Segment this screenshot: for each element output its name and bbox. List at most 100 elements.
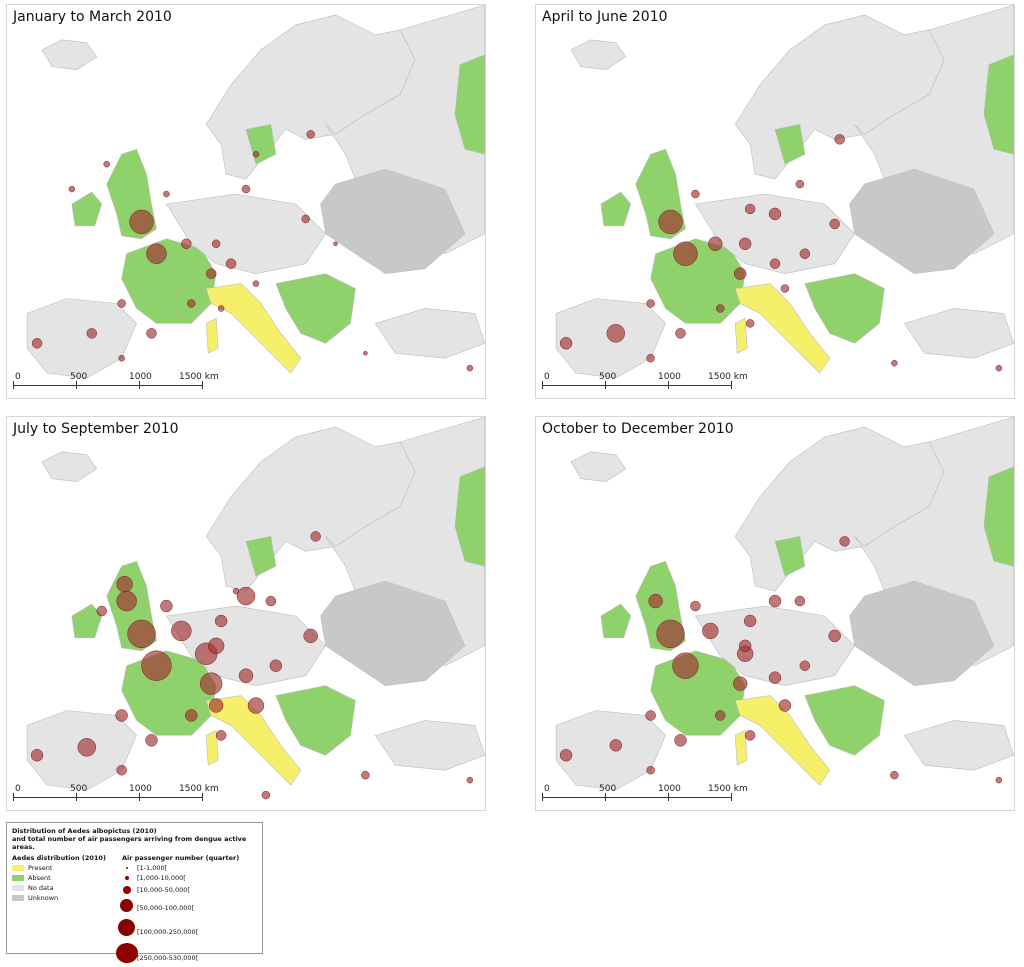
region-sardinia xyxy=(734,317,748,354)
region-ireland xyxy=(600,603,632,639)
passenger-bubble xyxy=(207,637,225,655)
passenger-bubble xyxy=(117,299,126,308)
map-legend: Distribution of Aedes albopictus (2010) … xyxy=(6,822,263,963)
passenger-bubble xyxy=(768,207,782,221)
passenger-bubble xyxy=(744,730,756,741)
scale-bar: 0 500 1000 1500 km xyxy=(13,784,219,806)
passenger-bubble xyxy=(129,209,154,235)
passenger-bubble xyxy=(215,730,227,741)
region-russia-east-green xyxy=(454,54,485,155)
region-central-europe xyxy=(165,193,326,274)
legend-item-bubble-3: [10,000-50,000[ xyxy=(122,883,262,897)
passenger-bubble xyxy=(795,179,805,189)
passenger-bubble xyxy=(745,319,755,328)
legend-subtitle: and total number of air passengers arriv… xyxy=(12,835,247,852)
passenger-bubble xyxy=(247,697,265,714)
passenger-bubble xyxy=(609,739,623,752)
region-italy xyxy=(734,283,831,374)
passenger-bubble xyxy=(232,587,240,595)
passenger-bubble xyxy=(691,189,700,199)
region-balkans xyxy=(804,273,885,344)
region-finland-absent xyxy=(245,536,277,577)
passenger-bubble xyxy=(303,628,318,644)
europe-map xyxy=(26,417,485,800)
passenger-bubble xyxy=(690,600,701,612)
scale-bar: 0 500 1000 1500 km xyxy=(542,372,748,394)
passenger-bubble xyxy=(116,575,133,593)
region-iceland xyxy=(41,39,98,70)
passenger-bubble xyxy=(252,151,260,158)
passenger-bubble xyxy=(828,629,841,643)
region-turkey xyxy=(374,720,485,771)
scale-bar: 0 500 1000 1500 km xyxy=(13,372,219,394)
passenger-bubble xyxy=(646,353,655,363)
passenger-bubble xyxy=(238,668,254,683)
region-russia-east-green xyxy=(983,466,1014,567)
passenger-bubble xyxy=(187,299,196,308)
passenger-bubble xyxy=(656,619,685,649)
passenger-bubble xyxy=(466,776,474,784)
region-iberia xyxy=(555,710,666,791)
region-iceland xyxy=(570,39,627,70)
passenger-bubble xyxy=(768,594,782,608)
legend-item-no-data: No data xyxy=(12,884,112,893)
map-panel-q2: April to June 2010 0 500 1000 1500 km xyxy=(535,4,1015,399)
passenger-bubble xyxy=(269,659,283,672)
passenger-bubbles xyxy=(30,531,474,800)
passenger-bubble xyxy=(799,248,811,259)
legend-item-bubble-1: [1-1,000[ xyxy=(122,863,262,873)
passenger-bubble xyxy=(658,209,683,235)
passenger-bubble xyxy=(31,338,43,349)
passenger-bubble xyxy=(160,599,173,613)
passenger-bubble xyxy=(829,218,840,230)
region-belarus-ukraine xyxy=(849,168,995,274)
passenger-bubble xyxy=(77,738,97,757)
passenger-bubble xyxy=(68,185,76,193)
region-finland-absent xyxy=(774,124,806,165)
passenger-bubble xyxy=(103,160,110,168)
passenger-bubble xyxy=(834,134,845,145)
passenger-bubble xyxy=(778,699,792,712)
passenger-bubble xyxy=(127,619,156,649)
legend-item-bubble-5: [100,000-250,000[ xyxy=(118,917,262,941)
passenger-bubble xyxy=(30,749,44,762)
passenger-bubble xyxy=(301,214,310,224)
passenger-bubble xyxy=(716,304,725,313)
region-italy xyxy=(205,283,302,374)
passenger-bubble xyxy=(732,676,748,691)
passenger-bubble xyxy=(744,203,756,215)
passenger-bubble xyxy=(116,590,137,612)
passenger-bubble xyxy=(361,770,370,780)
passenger-bubble xyxy=(146,328,157,339)
panel-title: January to March 2010 xyxy=(13,9,172,25)
passenger-bubble xyxy=(310,531,321,542)
passenger-bubble xyxy=(363,350,368,356)
passenger-bubble xyxy=(217,305,225,312)
passenger-legend-header: Air passenger number (quarter) xyxy=(122,854,240,863)
map-panel-q4: October to December 2010 0 500 1000 1500… xyxy=(535,416,1015,811)
scale-bar: 0 500 1000 1500 km xyxy=(542,784,748,806)
region-russia-east-green xyxy=(983,54,1014,155)
passenger-bubble xyxy=(780,284,790,293)
passenger-bubble xyxy=(646,765,655,775)
region-turkey xyxy=(374,308,485,359)
passenger-bubble xyxy=(648,593,663,609)
region-belarus-ukraine xyxy=(320,580,466,686)
passenger-bubble xyxy=(799,660,811,671)
legend-title: Distribution of Aedes albopictus (2010) xyxy=(12,827,157,835)
passenger-bubble xyxy=(768,671,782,684)
region-iberia xyxy=(26,298,137,379)
passenger-bubble xyxy=(672,652,699,679)
passenger-bubble xyxy=(171,620,192,642)
passenger-bubble xyxy=(675,328,686,339)
passenger-bubble xyxy=(185,709,198,722)
region-finland-absent xyxy=(774,536,806,577)
passenger-bubbles xyxy=(559,536,1003,784)
region-central-europe xyxy=(694,605,855,686)
passenger-legend: Air passenger number (quarter) [1-1,000[… xyxy=(116,854,262,966)
region-balkans xyxy=(275,685,356,756)
passenger-bubble xyxy=(738,639,752,653)
region-central-europe xyxy=(694,193,855,274)
region-ireland xyxy=(71,191,103,227)
region-turkey xyxy=(903,308,1014,359)
